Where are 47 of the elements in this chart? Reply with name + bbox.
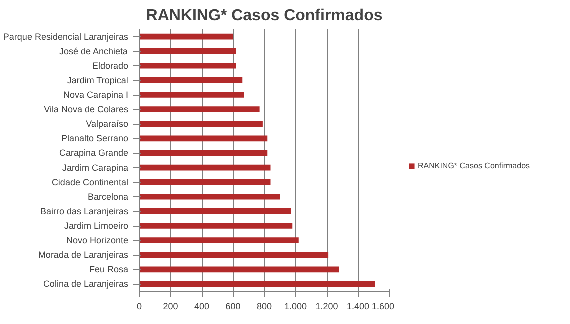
bar xyxy=(140,92,244,98)
bar xyxy=(140,136,268,142)
x-tick-label: 0 xyxy=(136,302,142,312)
bar xyxy=(140,121,263,128)
bar xyxy=(140,34,234,40)
bar xyxy=(140,78,243,84)
bar xyxy=(140,150,268,156)
y-tick-label: Nova Carapina I xyxy=(63,90,129,100)
y-tick-label: Jardim Carapina xyxy=(62,162,129,173)
bar xyxy=(140,208,292,214)
y-tick-label: Cidade Continental xyxy=(52,177,129,188)
y-tick-label: Jardim Limoeiro xyxy=(64,221,129,231)
y-tick-label: Planalto Serrano xyxy=(61,134,129,144)
x-tick-label: 400 xyxy=(194,302,210,312)
y-tick-label: Colina de Laranjeiras xyxy=(43,279,129,290)
y-tick-label: Vila Nova de Colares xyxy=(44,104,129,115)
x-tick-label: 1.200 xyxy=(316,302,338,312)
bar xyxy=(140,252,329,258)
x-tick-label: 1.000 xyxy=(284,302,308,312)
y-tick-label: Valparaíso xyxy=(86,119,128,130)
bar xyxy=(140,48,236,54)
y-tick-label: Jardim Tropical xyxy=(67,75,128,86)
y-tick-label: Parque Residencial Laranjeiras xyxy=(3,32,129,42)
y-tick-label: Barcelona xyxy=(88,192,129,202)
x-tick-label: 600 xyxy=(226,302,241,312)
bar xyxy=(140,223,293,229)
bar xyxy=(140,62,236,69)
y-tick-label: Morada de Laranjeiras xyxy=(38,250,129,260)
chart-title: RANKING* Casos Confirmados xyxy=(146,8,383,24)
bar xyxy=(140,179,271,186)
y-tick-label: Novo Horizonte xyxy=(66,236,128,246)
bar xyxy=(140,164,271,171)
y-tick-label: Carapina Grande xyxy=(59,148,129,158)
bar xyxy=(140,281,376,288)
y-tick-label: Bairro das Laranjeiras xyxy=(40,206,129,216)
x-tick-label: 1.400 xyxy=(346,302,370,312)
bar xyxy=(140,266,340,273)
bar xyxy=(140,106,260,112)
legend-label: RANKING* Casos Confirmados xyxy=(418,162,530,170)
y-tick-label: Eldorado xyxy=(92,60,129,71)
x-tick-label: 1.600 xyxy=(372,302,395,312)
y-tick-label: Feu Rosa xyxy=(89,264,129,275)
y-tick-label: José de Anchieta xyxy=(59,46,128,56)
bar xyxy=(140,194,280,200)
bar xyxy=(140,238,299,244)
x-tick-label: 200 xyxy=(163,302,178,312)
x-tick-label: 800 xyxy=(256,302,272,312)
